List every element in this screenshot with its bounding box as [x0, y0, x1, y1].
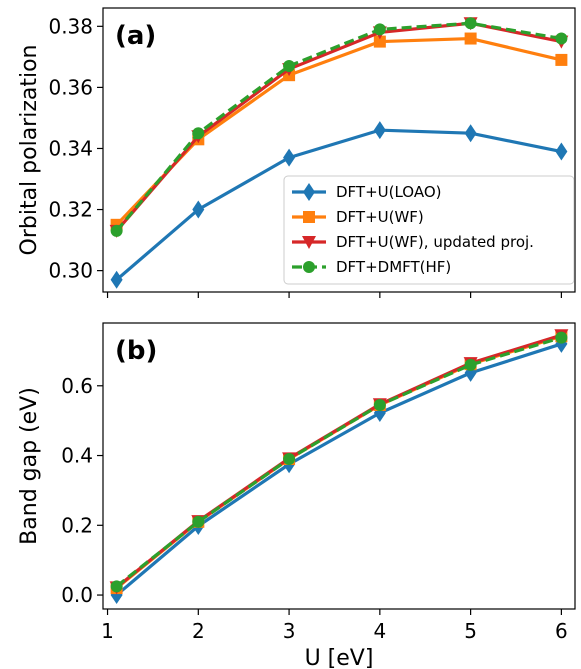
data-point [464, 17, 477, 30]
x-tick-label: 1 [101, 619, 114, 643]
y-axis-label: Orbital polarization [17, 45, 42, 256]
panel-b: 1 2 3 4 5 6 0.0 0.2 0.4 0.6 Band gap (eV) U [eV] (b) [17, 322, 576, 669]
series-1 [110, 334, 568, 605]
legend-entry: DFT+U(WF), updated proj. [292, 233, 534, 251]
x-tick-label: 3 [283, 619, 296, 643]
legend-label: DFT+DMFT(HF) [336, 258, 451, 276]
y-tick-label: 0.32 [48, 198, 93, 222]
series-4 [110, 331, 568, 593]
axes-frame [102, 322, 576, 610]
x-tick-label: 4 [373, 619, 386, 643]
data-point [373, 35, 386, 48]
y-tick-label: 0.2 [61, 513, 93, 537]
legend-box [283, 175, 575, 285]
legend-entry: DFT+U(LOAO) [292, 183, 442, 201]
data-point [373, 121, 386, 140]
legend-marker [303, 211, 315, 223]
legend-label: DFT+U(WF), updated proj. [336, 233, 534, 251]
data-point [283, 60, 296, 73]
data-point [373, 23, 386, 36]
data-point [464, 358, 477, 371]
y-tick-label: 0.34 [48, 136, 93, 160]
data-point [555, 142, 568, 161]
data-point [110, 270, 123, 289]
panel-label: (b) [115, 336, 157, 366]
x-tick-label: 6 [555, 619, 568, 643]
series-line [115, 333, 562, 589]
data-point [192, 127, 205, 140]
legend-label: DFT+U(WF) [336, 208, 424, 226]
panel-label: (a) [115, 21, 156, 51]
series-1 [110, 121, 568, 289]
axes-frame [102, 7, 576, 293]
series-3 [109, 329, 569, 595]
y-tick-label: 0.0 [61, 583, 93, 607]
series-line [115, 334, 562, 590]
data-point [555, 32, 568, 45]
series-line [115, 21, 562, 232]
y-tick-label: 0.36 [48, 75, 93, 99]
legend-label: DFT+U(LOAO) [336, 183, 442, 201]
x-tick-label: 2 [192, 619, 205, 643]
legend-marker [303, 183, 315, 201]
data-point [283, 453, 296, 466]
data-point [110, 580, 123, 593]
y-tick-label: 0.6 [61, 374, 93, 398]
data-point [555, 331, 568, 344]
series-line [115, 128, 562, 281]
data-point [373, 398, 386, 411]
data-point [464, 124, 477, 143]
data-point [110, 224, 123, 237]
legend: DFT+U(LOAO) DFT+U(WF) DFT+U(WF), updated p… [283, 175, 575, 285]
legend-entry: DFT+DMFT(HF) [292, 258, 451, 276]
data-point [555, 53, 568, 66]
y-axis-label: Band gap (eV) [17, 387, 42, 545]
y-tick-label: 0.4 [61, 444, 93, 468]
legend-marker [303, 261, 315, 273]
series-2 [110, 330, 568, 595]
series-line [115, 336, 562, 588]
x-axis-label: U [eV] [305, 646, 374, 669]
x-tick-label: 5 [464, 619, 477, 643]
y-tick-label: 0.38 [48, 14, 93, 38]
series-4 [110, 17, 568, 237]
data-point [464, 32, 477, 45]
data-point [192, 515, 205, 528]
data-point [283, 148, 296, 167]
legend-entry: DFT+U(WF) [292, 208, 424, 226]
legend-marker [302, 236, 316, 249]
series-line [115, 342, 562, 597]
y-tick-label: 0.30 [48, 259, 93, 283]
data-point [192, 200, 205, 219]
